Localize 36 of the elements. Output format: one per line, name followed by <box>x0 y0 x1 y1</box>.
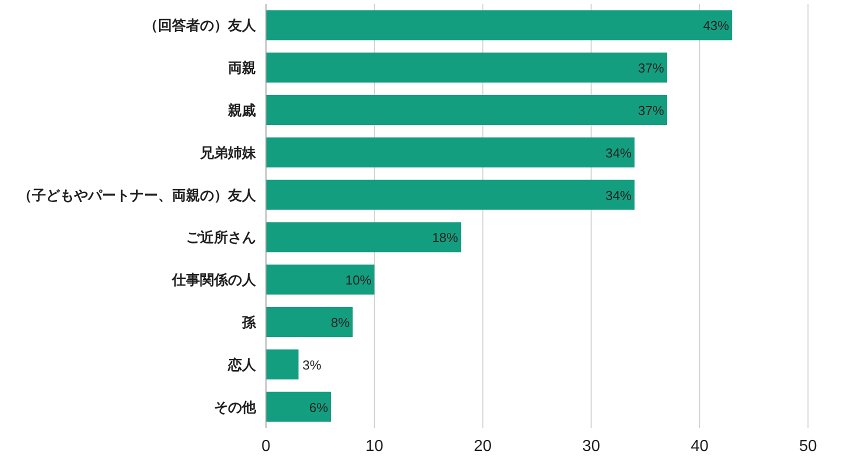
y-tick-label: その他 <box>214 398 257 415</box>
data-label: 43% <box>703 18 730 34</box>
y-tick-label: ご近所さん <box>186 229 256 246</box>
data-label: 18% <box>432 230 459 246</box>
y-tick-label: 兄弟姉妹 <box>199 144 257 160</box>
bar <box>266 95 668 125</box>
data-label: 8% <box>330 315 350 330</box>
x-tick-label: 50 <box>799 438 817 455</box>
bar <box>266 349 299 380</box>
x-tick-label: 30 <box>582 438 600 455</box>
bar <box>266 264 374 295</box>
x-tick-label: 40 <box>690 438 709 455</box>
data-label: 3% <box>302 357 322 372</box>
bar <box>266 222 462 252</box>
data-label: 34% <box>606 145 632 160</box>
y-tick-label: 恋人 <box>227 356 257 372</box>
y-tick-label: 両親 <box>228 60 256 76</box>
y-tick-label: 仕事関係の人 <box>171 272 257 288</box>
x-tick-label: 0 <box>262 438 271 455</box>
y-tick-label: （回答者の）友人 <box>144 17 257 34</box>
bar <box>266 307 353 337</box>
y-tick-label: 孫 <box>241 314 257 330</box>
bar <box>266 52 668 83</box>
data-label: 34% <box>606 188 632 203</box>
data-label: 37% <box>638 103 665 118</box>
y-tick-label: （子どもやパートナー、両親の）友人 <box>18 186 257 203</box>
data-label: 10% <box>345 272 372 288</box>
bar <box>266 392 332 422</box>
data-label: 6% <box>309 400 328 415</box>
x-tick-label: 10 <box>366 438 384 455</box>
bar <box>266 137 635 168</box>
bar <box>266 180 635 210</box>
data-label: 37% <box>638 60 665 76</box>
bar <box>266 10 732 40</box>
y-tick-label: 親戚 <box>227 102 256 118</box>
x-tick-label: 20 <box>474 438 492 455</box>
